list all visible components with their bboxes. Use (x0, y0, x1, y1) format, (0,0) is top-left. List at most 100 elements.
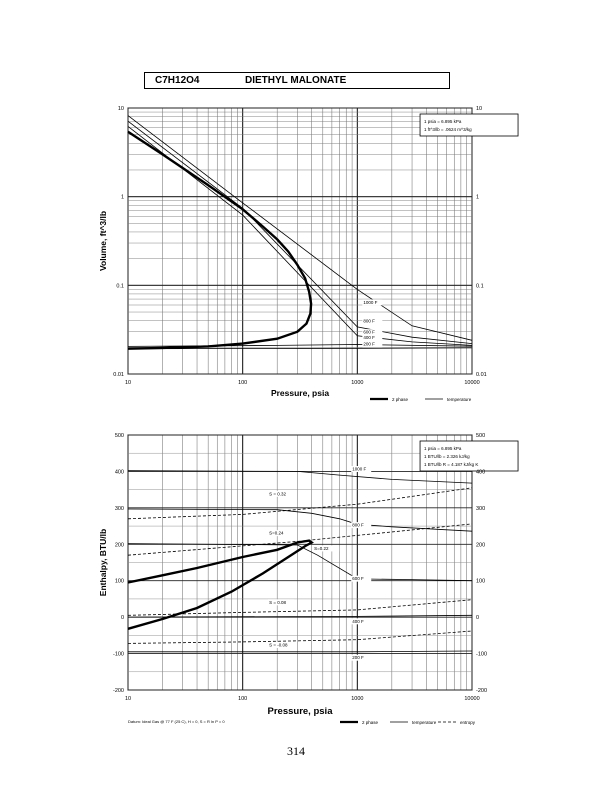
series-400-f (127, 344, 473, 347)
datum-footnote: Datum: Ideal Gas @ 77 F (25 C), H = 0, S… (128, 719, 225, 724)
y-tick-label-right: 0.01 (476, 372, 487, 378)
curve-label-600-f: 600 F (352, 576, 364, 581)
curve-label-400-f: 400 F (363, 335, 375, 340)
entropy-label-s-0-32: S = 0.32 (269, 491, 286, 496)
y-axis-label: Volume, ft^3/lb (98, 211, 108, 271)
y-tick-label-left: -200 (113, 688, 124, 694)
curve-label-1000-f: 1000 F (363, 300, 377, 305)
compound-name: DIETHYL MALONATE (245, 75, 347, 86)
curve-label-800-f: 800 F (352, 523, 364, 528)
y-tick-label-right: -100 (476, 652, 487, 658)
x-tick-label: 100 (238, 696, 247, 702)
series-1000-f (127, 115, 473, 341)
entropy-label-bg (268, 490, 295, 497)
curve-label-bg (362, 299, 383, 306)
series-s-0-08 (127, 630, 473, 644)
entropy-label-bg (268, 599, 295, 606)
y-tick-label-right: 100 (476, 579, 485, 585)
series-s-0-24 (127, 523, 473, 556)
x-tick-label: 10000 (464, 380, 479, 386)
series-2-phase (127, 539, 314, 630)
conversion-note-box (419, 440, 519, 472)
curve-label-200-f: 200 F (352, 655, 364, 660)
y-tick-label-right: -200 (476, 688, 487, 694)
legend-temperature-label: temperature (447, 397, 472, 402)
series-s-0-08 (127, 599, 473, 616)
series-600-f (127, 543, 473, 582)
y-tick-label-right: 10 (476, 106, 482, 112)
conversion-note-line: 1 BTU/lb R = 4.187 kJ/kg K (424, 462, 478, 467)
x-axis-label: Pressure, psia (271, 388, 329, 398)
y-tick-label-left: 400 (115, 469, 124, 475)
series-800-f (127, 120, 473, 344)
y-tick-label-right: 300 (476, 506, 485, 512)
curve-label-bg (351, 654, 372, 661)
series-800-f (127, 508, 473, 532)
curve-label-bg (362, 329, 383, 336)
enthalpy-chart: 1000 F 800 F 600 F 400 F 200 F S = 0.32 S=0.24… (98, 433, 519, 725)
entropy-label-bg (268, 530, 295, 537)
conversion-note-line: 1 psia = 6.895 kPa (424, 119, 462, 124)
curve-label-bg (351, 522, 372, 529)
y-tick-label-left: 1 (121, 195, 124, 201)
entropy-label-bg (268, 641, 295, 648)
legend-2-phase-label: 2 phase (392, 397, 409, 402)
series-2-phase (127, 130, 313, 350)
entropy-label-s-0-08: S = -0.08 (269, 642, 288, 647)
series-400-f (127, 614, 473, 618)
conversion-note-box (419, 113, 519, 137)
x-tick-label: 100 (238, 380, 247, 386)
curve-label-bg (362, 341, 383, 348)
curve-label-bg (351, 466, 372, 473)
page-number: 314 (287, 744, 305, 758)
x-tick-label: 10 (125, 380, 131, 386)
curve-label-600-f: 600 F (363, 330, 375, 335)
plot-area-frame (127, 107, 473, 375)
x-tick-label: 1000 (351, 380, 363, 386)
y-tick-label-right: 1 (476, 195, 479, 201)
curve-label-400-f: 400 F (352, 619, 364, 624)
y-axis-label: Enthalpy, BTU/lb (98, 529, 108, 596)
curve-label-bg (351, 618, 372, 625)
chemical-formula: C7H12O4 (155, 75, 200, 86)
y-tick-label-left: 10 (118, 106, 124, 112)
series-600-f (127, 126, 473, 346)
entropy-label-bg (313, 545, 340, 552)
conversion-note-line: 1 BTU/lb = 2.326 kJ/kg (424, 454, 470, 459)
y-tick-label-left: -100 (113, 652, 124, 658)
y-tick-label-left: 200 (115, 542, 124, 548)
curve-label-800-f: 800 F (363, 319, 375, 324)
x-axis-label: Pressure, psia (268, 706, 334, 717)
legend-2-phase-label: 2 phase (362, 720, 379, 725)
entropy-label-s-0-08: S = 0.08 (269, 600, 286, 605)
x-tick-label: 10 (125, 696, 131, 702)
y-tick-label-left: 0.1 (116, 283, 124, 289)
y-tick-label-left: 0 (121, 615, 124, 621)
x-tick-label: 10000 (464, 696, 479, 702)
curve-label-200-f: 200 F (363, 342, 375, 347)
y-tick-label-left: 100 (115, 579, 124, 585)
curve-label-bg (362, 318, 383, 325)
curve-label-1000-f: 1000 F (352, 467, 366, 472)
y-tick-label-right: 400 (476, 469, 485, 475)
x-tick-label: 1000 (351, 696, 363, 702)
entropy-label-s-0-22: S=0.22 (314, 546, 329, 551)
curve-label-bg (362, 334, 383, 341)
curve-label-bg (351, 575, 372, 582)
series-s-0-32 (127, 487, 473, 520)
legend-temperature-label: temperature (412, 720, 437, 725)
y-tick-label-left: 300 (115, 506, 124, 512)
entropy-label-s-0-24: S=0.24 (269, 531, 284, 536)
series-1000-f (127, 470, 473, 484)
legend-entropy-label: entropy (460, 720, 476, 725)
y-tick-label-right: 0.1 (476, 283, 484, 289)
y-tick-label-right: 0 (476, 615, 479, 621)
series-200-f (127, 347, 473, 350)
conversion-note-line: 1 psia = 6.895 kPa (424, 446, 462, 451)
series-200-f (128, 650, 473, 653)
y-tick-label-left: 0.01 (113, 372, 124, 378)
y-tick-label-left: 500 (115, 433, 124, 439)
y-tick-label-right: 500 (476, 433, 485, 439)
